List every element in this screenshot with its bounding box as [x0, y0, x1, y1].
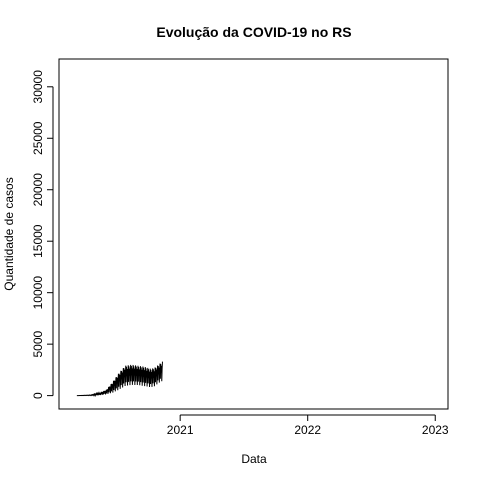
x-tick-label: 2021	[167, 423, 194, 437]
y-tick-label: 5000	[31, 330, 45, 357]
y-tick-label: 25000	[31, 121, 45, 155]
y-tick-label: 15000	[31, 224, 45, 258]
chart-title: Evolução da COVID-19 no RS	[156, 24, 351, 40]
y-axis: 0 5000 10000 15000 20000 25000 30000	[31, 70, 54, 399]
x-tick-label: 2023	[422, 423, 449, 437]
y-tick-label: 20000	[31, 173, 45, 207]
y-tick-label: 0	[31, 392, 45, 399]
x-axis-label: Data	[241, 452, 267, 466]
series-layer	[76, 361, 163, 398]
plot-frame	[58, 58, 449, 410]
x-axis: 2021 2022 2023	[167, 414, 449, 437]
y-axis-label: Quantidade de casos	[2, 177, 16, 290]
x-tick-label: 2022	[294, 423, 321, 437]
y-tick-label: 30000	[31, 70, 45, 104]
y-tick-label: 10000	[31, 276, 45, 310]
series-line	[76, 361, 163, 398]
